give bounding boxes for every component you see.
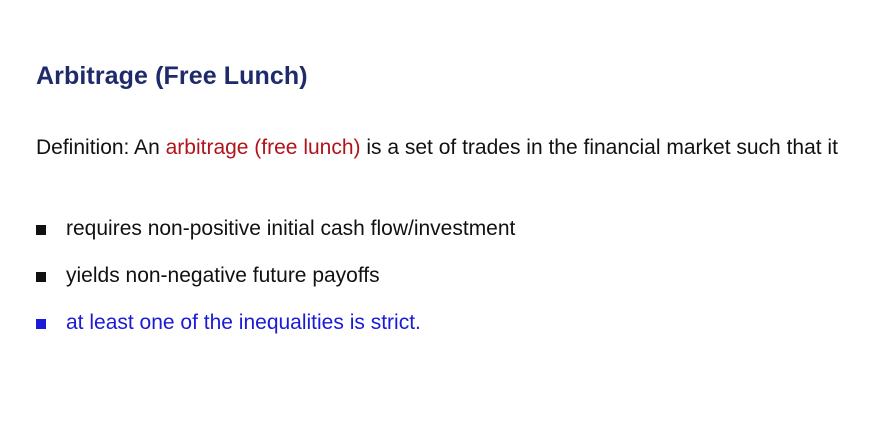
square-bullet-icon xyxy=(36,224,46,235)
definition-paragraph: Definition: An arbitrage (free lunch) is… xyxy=(36,131,869,165)
condition-list: requires non-positive initial cash flow/… xyxy=(36,213,515,354)
list-item: requires non-positive initial cash flow/… xyxy=(36,213,515,244)
list-item-text: yields non-negative future payoffs xyxy=(66,263,380,287)
slide-title: Arbitrage (Free Lunch) xyxy=(36,62,308,90)
list-item-text: at least one of the inequalities is stri… xyxy=(66,310,421,334)
square-bullet-icon xyxy=(36,271,46,282)
definition-lead-text: Definition: An xyxy=(36,136,166,159)
list-item-text: requires non-positive initial cash flow/… xyxy=(66,216,516,240)
definition-trailing-text: is a set of trades in the financial mark… xyxy=(360,136,838,159)
list-item: yields non-negative future payoffs xyxy=(36,260,515,291)
square-bullet-icon xyxy=(36,318,46,329)
list-item: at least one of the inequalities is stri… xyxy=(36,307,515,338)
definition-highlight-term: arbitrage (free lunch) xyxy=(165,136,361,159)
